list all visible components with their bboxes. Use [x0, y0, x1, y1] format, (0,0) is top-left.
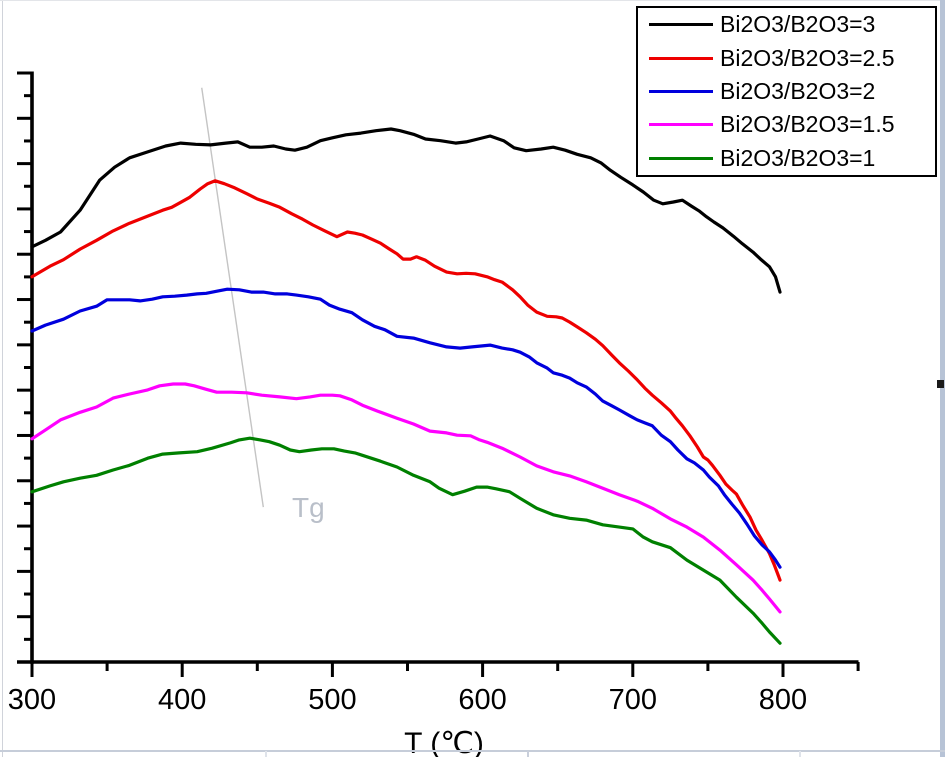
tg-annotation-label: Tg [292, 492, 325, 523]
legend-label: Bi2O3/B2O3=3 [720, 11, 876, 38]
legend-item: Bi2O3/B2O3=3 [638, 8, 935, 41]
window-border-right[interactable] [940, 0, 945, 757]
legend-label: Bi2O3/B2O3=1 [720, 144, 876, 171]
legend-line-sample [649, 89, 713, 93]
x-tick-label-400: 400 [157, 684, 207, 716]
legend-item: Bi2O3/B2O3=1 [638, 142, 935, 175]
bottom-edge-tick [265, 751, 267, 757]
bottom-edge-tick [799, 751, 801, 757]
legend-line-sample [649, 123, 713, 127]
legend-item: Bi2O3/B2O3=2 [638, 75, 935, 108]
curve-bi2o3-b2o3-2 [30, 287, 782, 569]
legend-label: Bi2O3/B2O3=1.5 [720, 111, 895, 138]
chart-legend: Bi2O3/B2O3=3 Bi2O3/B2O3=2.5 Bi2O3/B2O3=2 Bi… [636, 6, 937, 177]
tg-guide-line [201, 87, 265, 508]
selection-handle-right[interactable] [937, 380, 944, 388]
x-tick-label-600: 600 [458, 684, 507, 716]
legend-line-sample [649, 156, 713, 160]
curve-bi2o3-b2o3-1 [30, 436, 782, 645]
curve-bi2o3-b2o3-3 [30, 127, 782, 294]
x-tick-label-300: 300 [7, 684, 57, 716]
curve-bi2o3-b2o3-1-5 [30, 382, 782, 614]
x-tick-label-500: 500 [308, 684, 357, 716]
curve-bi2o3-b2o3-2-5 [30, 179, 782, 582]
x-tick-label-700: 700 [608, 684, 657, 716]
window-border-top [0, 0, 945, 1]
legend-line-sample [649, 56, 713, 60]
legend-item: Bi2O3/B2O3=2.5 [638, 42, 935, 75]
legend-label: Bi2O3/B2O3=2.5 [720, 44, 895, 71]
x-axis-title: T (℃) [404, 727, 484, 757]
window-border-left [2, 0, 3, 757]
x-tick-label-800: 800 [758, 684, 808, 716]
bottom-edge-tick [527, 751, 529, 757]
legend-item: Bi2O3/B2O3=1.5 [638, 108, 935, 141]
window-border-bottom[interactable] [0, 750, 945, 752]
legend-label: Bi2O3/B2O3=2 [720, 77, 876, 104]
legend-line-sample [649, 23, 713, 27]
